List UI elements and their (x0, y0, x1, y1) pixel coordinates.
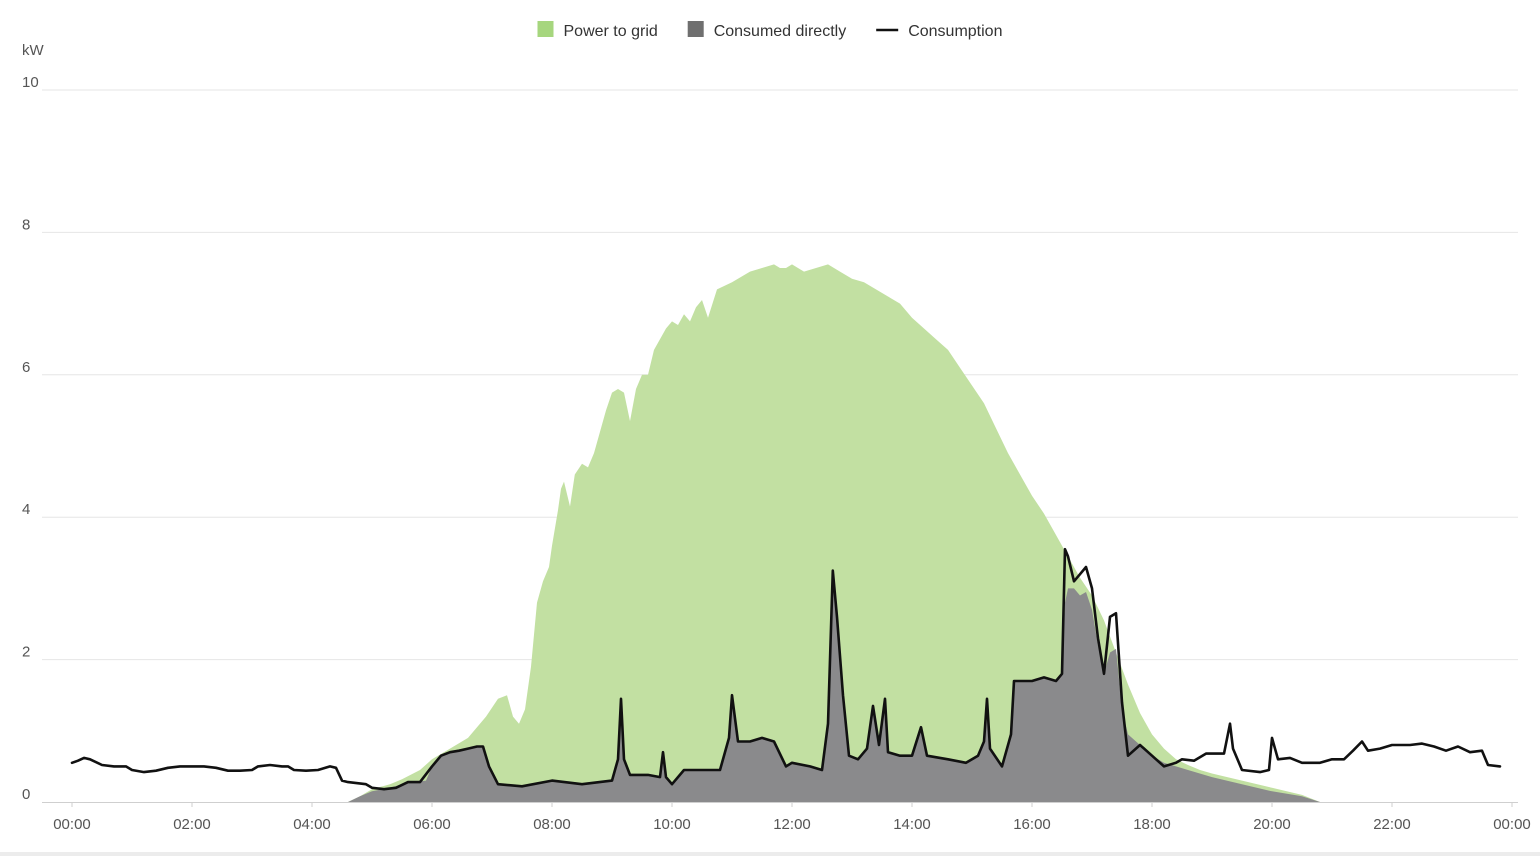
legend-swatch (687, 21, 704, 37)
legend-item-consumed-directly[interactable]: Consumed directly (687, 21, 847, 40)
y-tick-label: 0 (22, 786, 30, 803)
y-tick-label: 6 (22, 359, 30, 376)
x-tick-label: 06:00 (413, 816, 451, 833)
x-tick-label: 22:00 (1373, 816, 1411, 833)
series-line-consumption[interactable] (70, 547, 1502, 791)
legend-label: Consumption (908, 23, 1002, 40)
x-tick-label: 00:00 (1493, 816, 1531, 833)
series-areas (348, 264, 1320, 802)
chart-legend[interactable]: Power to grid Consumed directly Consumptio… (537, 21, 1003, 40)
x-tick-label: 02:00 (173, 816, 211, 833)
series-lines (70, 547, 1502, 791)
y-axis-unit-label: kW (22, 42, 45, 59)
x-tick-label: 04:00 (293, 816, 331, 833)
x-tick-label: 18:00 (1133, 816, 1171, 833)
legend-label: Power to grid (564, 23, 658, 40)
bottom-divider (0, 852, 1540, 856)
x-tick-label: 12:00 (773, 816, 811, 833)
series-area-consumed-directly[interactable] (348, 570, 1320, 802)
y-tick-label: 2 (22, 644, 30, 661)
x-tick-label: 00:00 (53, 816, 91, 833)
x-tick-label: 16:00 (1013, 816, 1051, 833)
legend-item-power-to-grid[interactable]: Power to grid (537, 21, 658, 40)
y-axis-ticks: 0 2 4 6 8 10 (22, 74, 39, 803)
x-axis-ticks: 00:00 02:00 04:00 06:00 08:00 10:00 12:00 14:00… (53, 802, 1531, 833)
x-tick-label: 08:00 (533, 816, 571, 833)
x-tick-label: 10:00 (653, 816, 691, 833)
y-tick-label: 8 (22, 216, 30, 233)
x-tick-label: 20:00 (1253, 816, 1291, 833)
legend-swatch (537, 21, 554, 37)
y-tick-label: 4 (22, 501, 30, 518)
y-tick-label: 10 (22, 74, 39, 91)
legend-item-consumption[interactable]: Consumption (876, 23, 1002, 40)
x-tick-label: 14:00 (893, 816, 931, 833)
legend-label: Consumed directly (714, 23, 847, 40)
